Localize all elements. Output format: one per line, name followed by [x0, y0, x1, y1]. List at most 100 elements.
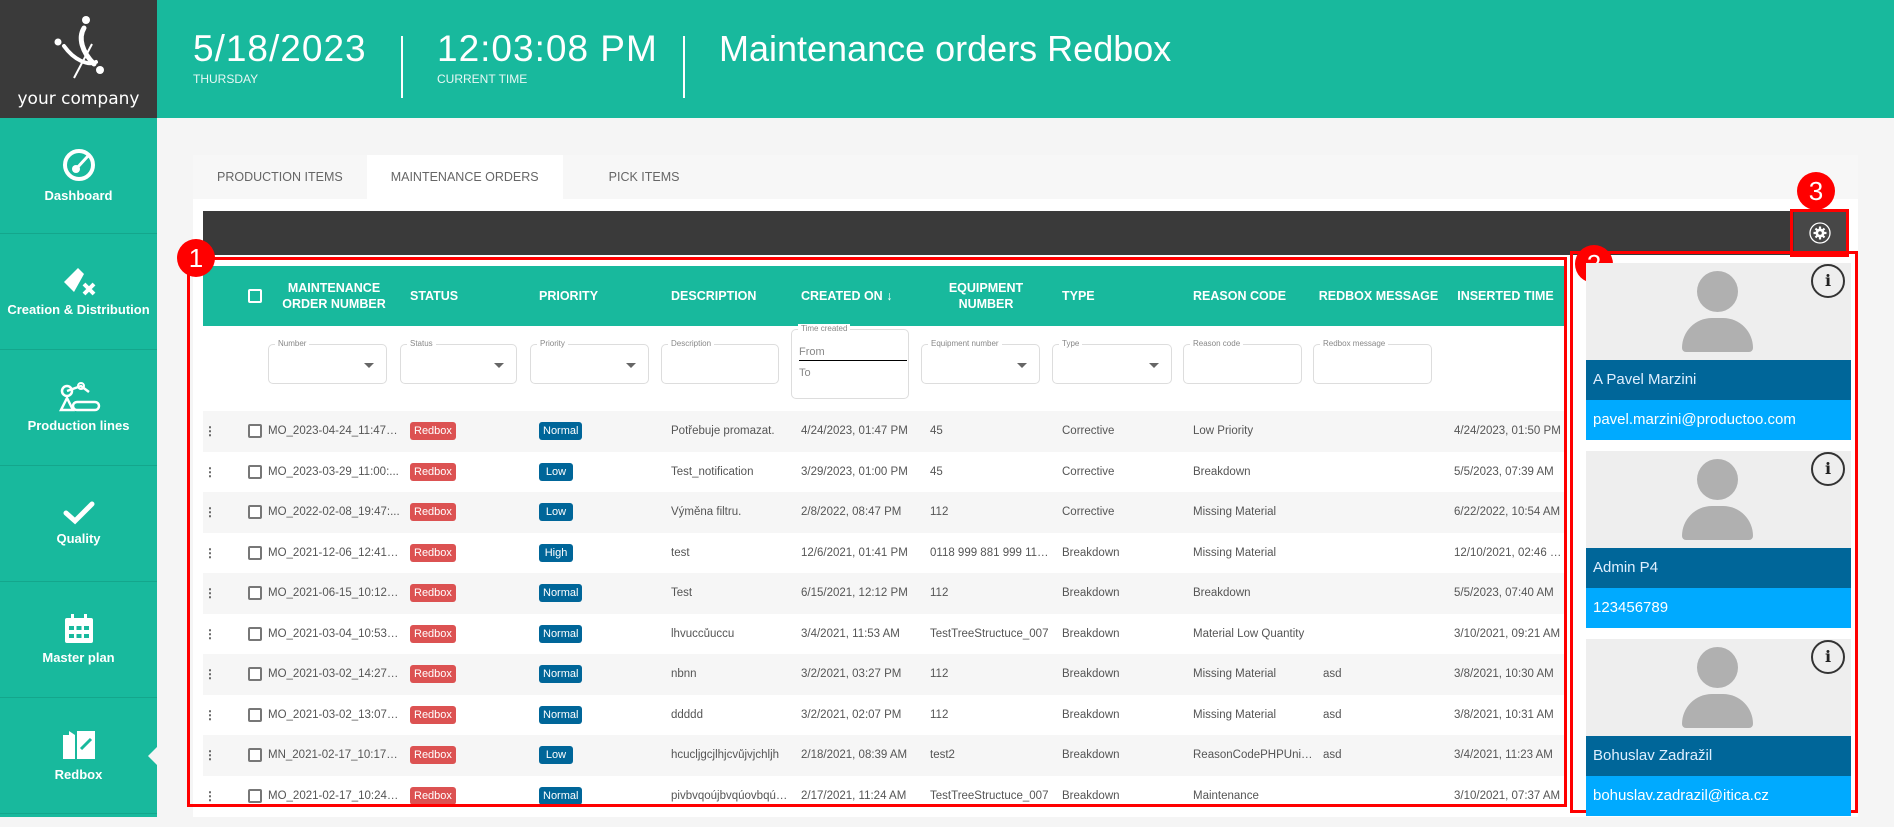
user-contact: 123456789: [1586, 588, 1851, 628]
status-badge: Redbox: [410, 746, 456, 765]
table-row[interactable]: ⋮ MO_2021-06-15_10:12:27 Redbox Normal Test 6…: [203, 573, 1567, 614]
table-row[interactable]: ⋮ MO_2022-02-08_19:47:... Redbox Low Výměna …: [203, 492, 1567, 533]
tab-bar: PRODUCTION ITEMS MAINTENANCE ORDERS PICK…: [193, 155, 1858, 199]
sidebar-item-production-lines[interactable]: Production lines: [0, 350, 157, 466]
reason-code: Low Priority: [1193, 425, 1254, 438]
sidebar-item-master-plan[interactable]: Master plan: [0, 582, 157, 698]
select-all-checkbox[interactable]: [248, 289, 268, 303]
user-card[interactable]: i Bohuslav Zadražil bohuslav.zadrazil@it…: [1586, 639, 1851, 817]
column-header-inserted-time[interactable]: INSERTED TIME: [1457, 289, 1554, 303]
user-card[interactable]: i A Pavel Marzini pavel.marzini@producto…: [1586, 263, 1851, 441]
priority-badge: Normal: [539, 624, 583, 643]
time-created-filter[interactable]: Time created From To: [791, 324, 909, 399]
info-icon[interactable]: i: [1811, 640, 1845, 674]
order-number: MO_2021-12-06_12:41:13: [268, 546, 400, 559]
column-header-priority[interactable]: PRIORITY: [539, 289, 599, 303]
redbox-message-filter[interactable]: Redbox message: [1313, 339, 1432, 384]
table-row[interactable]: ⋮ MO_2021-03-04_10:53:01 Redbox Normal lhvuc…: [203, 614, 1567, 655]
order-number: MO_2021-02-17_10:24:55: [268, 789, 400, 802]
type-filter[interactable]: Type: [1052, 339, 1172, 384]
sidebar-item-dashboard[interactable]: Dashboard: [0, 118, 157, 234]
type: Breakdown: [1062, 587, 1120, 600]
row-menu-icon[interactable]: ⋮: [204, 545, 216, 560]
table-row[interactable]: ⋮ MO_2021-03-02_14:27:55 Redbox Normal nbnn 3…: [203, 654, 1567, 695]
sidebar-item-redbox[interactable]: Redbox: [0, 698, 157, 814]
reason-code-filter[interactable]: Reason code: [1183, 339, 1302, 384]
sidebar-item-creation-distribution[interactable]: Creation & Distribution: [0, 234, 157, 350]
description: Test: [671, 587, 693, 600]
table-row[interactable]: ⋮ MO_2023-04-24_11:47:46 Redbox Normal Potře…: [203, 411, 1567, 452]
status-badge: Redbox: [410, 786, 456, 805]
from-input[interactable]: From: [799, 346, 907, 361]
equipment-filter[interactable]: Equipment number: [921, 339, 1040, 384]
row-checkbox[interactable]: [248, 464, 268, 479]
check-icon: [63, 501, 94, 525]
company-logo[interactable]: your company: [0, 0, 157, 118]
reason-code: Missing Material: [1193, 668, 1277, 681]
column-header-reason-code[interactable]: REASON CODE: [1193, 289, 1287, 303]
user-name: Admin P4: [1586, 548, 1851, 588]
table-row[interactable]: ⋮ MO_2021-12-06_12:41:13 Redbox High test 12/…: [203, 533, 1567, 574]
column-header-number[interactable]: MAINTENANCE ORDER NUMBER: [282, 281, 386, 311]
inserted-time: 3/8/2021, 10:31 AM: [1454, 708, 1554, 721]
row-menu-icon[interactable]: ⋮: [204, 707, 216, 722]
number-filter[interactable]: Number: [268, 339, 387, 384]
equipment-number: 112: [930, 587, 949, 600]
row-checkbox[interactable]: [248, 788, 268, 803]
created-on: 3/29/2023, 01:00 PM: [801, 465, 908, 478]
settings-button[interactable]: [1794, 211, 1846, 255]
row-menu-icon[interactable]: ⋮: [204, 667, 216, 682]
top-header: 5/18/2023 THURSDAY 12:03:08 PM CURRENT T…: [157, 0, 1894, 118]
row-checkbox[interactable]: [248, 505, 268, 520]
description: Potřebuje promazat.: [671, 425, 775, 438]
chevron-down-icon: [1017, 363, 1027, 368]
box-icon: [62, 731, 95, 759]
priority-filter[interactable]: Priority: [530, 339, 649, 384]
row-menu-icon[interactable]: ⋮: [204, 626, 216, 641]
column-header-type[interactable]: TYPE: [1062, 289, 1095, 303]
sidebar-item-quality[interactable]: Quality: [0, 466, 157, 582]
table-row[interactable]: ⋮ MN_2021-02-17_10:17:39 Redbox Low hcucljgc…: [203, 735, 1567, 776]
tab-maintenance-orders[interactable]: MAINTENANCE ORDERS: [366, 155, 563, 199]
table-row[interactable]: ⋮ MO_2021-02-17_10:24:55 Redbox Normal pivbv…: [203, 776, 1567, 817]
row-menu-icon[interactable]: ⋮: [204, 586, 216, 601]
column-header-redbox-message[interactable]: REDBOX MESSAGE: [1318, 289, 1439, 303]
row-checkbox[interactable]: [248, 667, 268, 682]
row-menu-icon[interactable]: ⋮: [204, 424, 216, 439]
info-icon[interactable]: i: [1811, 264, 1845, 298]
row-checkbox[interactable]: [248, 424, 268, 439]
row-checkbox[interactable]: [248, 626, 268, 641]
tab-production-items[interactable]: PRODUCTION ITEMS: [217, 170, 343, 184]
row-checkbox[interactable]: [248, 586, 268, 601]
column-header-equipment[interactable]: EQUIPMENT NUMBER: [948, 281, 1024, 311]
content-panel: PRODUCTION ITEMS MAINTENANCE ORDERS PICK…: [177, 155, 1858, 817]
row-menu-icon[interactable]: ⋮: [204, 505, 216, 520]
tab-pick-items[interactable]: PICK ITEMS: [608, 170, 680, 184]
column-header-description[interactable]: DESCRIPTION: [671, 289, 757, 303]
description: ddddd: [671, 708, 703, 721]
table-row[interactable]: ⋮ MO_2021-03-02_13:07:25 Redbox Normal ddddd…: [203, 695, 1567, 736]
description-filter[interactable]: Description: [661, 339, 779, 384]
created-on: 6/15/2021, 12:12 PM: [801, 587, 908, 600]
column-header-status[interactable]: STATUS: [410, 289, 459, 303]
info-icon[interactable]: i: [1811, 452, 1845, 486]
description: hcucljgcjlhjcvůjvjchljh: [671, 749, 780, 762]
to-input[interactable]: To: [799, 367, 811, 379]
table-toolbar: [203, 211, 1848, 255]
row-menu-icon[interactable]: ⋮: [204, 748, 216, 763]
row-menu-icon[interactable]: ⋮: [204, 788, 216, 803]
gear-icon: [1809, 222, 1831, 244]
status-filter[interactable]: Status: [400, 339, 517, 384]
redbox-message: asd: [1323, 668, 1342, 681]
logo-icon: [54, 16, 104, 79]
order-number: MO_2021-03-02_14:27:55: [268, 668, 400, 681]
table-row[interactable]: ⋮ MO_2023-03-29_11:00:... Redbox Low Test_no…: [203, 452, 1567, 493]
row-menu-icon[interactable]: ⋮: [204, 464, 216, 479]
row-checkbox[interactable]: [248, 545, 268, 560]
description: Výměna filtru.: [671, 506, 742, 519]
column-header-created-on[interactable]: CREATED ON ↓: [791, 288, 920, 304]
row-checkbox[interactable]: [248, 748, 268, 763]
user-card[interactable]: i Admin P4 123456789: [1586, 451, 1851, 629]
reason-code: Missing Material: [1193, 546, 1277, 559]
row-checkbox[interactable]: [248, 707, 268, 722]
